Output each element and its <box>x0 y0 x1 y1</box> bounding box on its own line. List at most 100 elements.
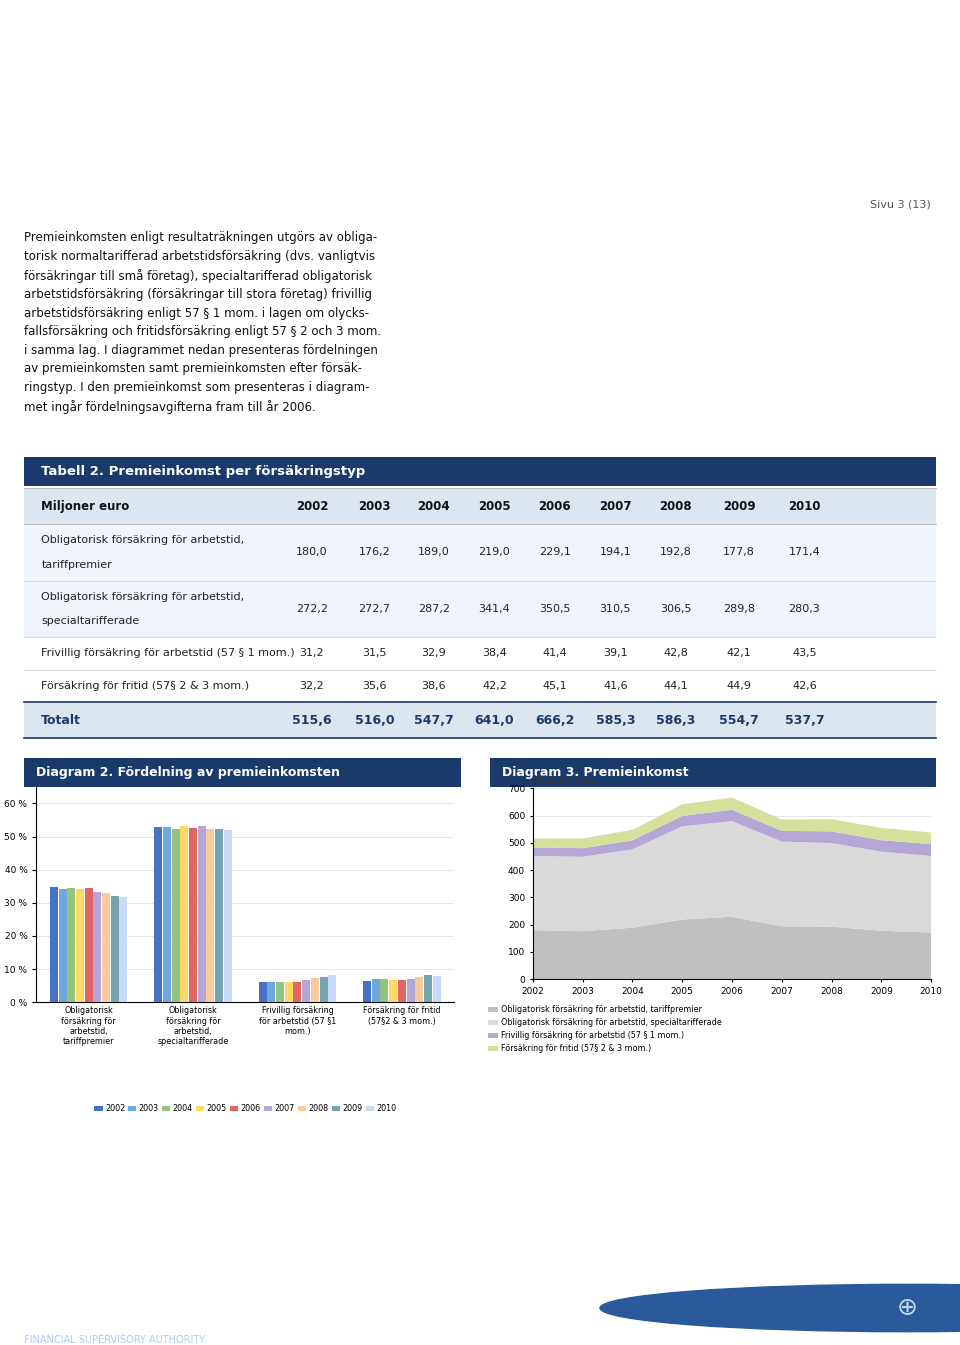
Bar <box>276 982 284 1002</box>
Text: 176,2: 176,2 <box>358 547 391 557</box>
FancyBboxPatch shape <box>24 638 936 670</box>
FancyBboxPatch shape <box>24 581 936 638</box>
Text: 666,2: 666,2 <box>535 714 575 726</box>
Text: 585,3: 585,3 <box>595 714 636 726</box>
Text: 35,6: 35,6 <box>362 681 387 691</box>
Text: Totalt: Totalt <box>41 714 82 726</box>
Text: Diagram 2. Fördelning av premieinkomsten: Diagram 2. Fördelning av premieinkomsten <box>36 765 341 779</box>
Text: 41,6: 41,6 <box>603 681 628 691</box>
Bar <box>328 975 336 1002</box>
Text: Sivu 3 (13): Sivu 3 (13) <box>871 199 931 210</box>
Text: 39,1: 39,1 <box>603 648 628 659</box>
Text: Miljoner euro: Miljoner euro <box>41 500 130 512</box>
Text: 32,9: 32,9 <box>421 648 446 659</box>
Bar <box>320 976 327 1002</box>
Text: 2005: 2005 <box>478 500 511 512</box>
Bar <box>163 827 171 1002</box>
Text: Miljoner euro: Miljoner euro <box>533 775 597 785</box>
Text: 42,6: 42,6 <box>792 681 817 691</box>
Bar <box>424 975 432 1002</box>
Text: 2003: 2003 <box>358 500 391 512</box>
Text: 2008: 2008 <box>660 500 692 512</box>
Bar <box>93 892 102 1002</box>
Bar <box>416 978 423 1002</box>
Bar <box>258 982 267 1002</box>
Text: 180,0: 180,0 <box>297 547 327 557</box>
Text: specialtarifferade: specialtarifferade <box>41 616 139 627</box>
Text: Premieinkomsten enligt resultaträkningen utgörs av obliga-
torisk normaltariffer: Premieinkomsten enligt resultaträkningen… <box>24 231 381 414</box>
FancyBboxPatch shape <box>24 525 936 581</box>
Bar <box>433 976 441 1002</box>
Text: 272,2: 272,2 <box>296 604 328 613</box>
FancyBboxPatch shape <box>24 488 936 525</box>
Text: 2002: 2002 <box>296 500 328 512</box>
Text: 32,2: 32,2 <box>300 681 324 691</box>
Text: Försäkring för fritid (57§ 2 & 3 mom.): Försäkring för fritid (57§ 2 & 3 mom.) <box>41 681 250 691</box>
Text: 547,7: 547,7 <box>414 714 454 726</box>
Bar <box>363 982 372 1002</box>
Text: tariffpremier: tariffpremier <box>41 560 112 570</box>
FancyBboxPatch shape <box>24 457 936 487</box>
Bar <box>198 826 205 1002</box>
Text: 586,3: 586,3 <box>656 714 696 726</box>
Bar <box>59 889 66 1002</box>
Text: olycksfallsförsäkring 2002–2010, statistik: olycksfallsförsäkring 2002–2010, statist… <box>24 93 593 117</box>
Text: 38,6: 38,6 <box>421 681 446 691</box>
Text: 280,3: 280,3 <box>788 604 821 613</box>
Bar <box>311 978 319 1002</box>
Text: 44,9: 44,9 <box>727 681 752 691</box>
Text: 45,1: 45,1 <box>542 681 567 691</box>
Text: 31,5: 31,5 <box>362 648 387 659</box>
Text: 17.11.2011: 17.11.2011 <box>24 161 110 176</box>
Text: 2007: 2007 <box>599 500 632 512</box>
Bar <box>215 829 223 1002</box>
Text: 42,2: 42,2 <box>482 681 507 691</box>
Bar <box>294 982 301 1002</box>
Bar <box>155 827 162 1002</box>
Bar <box>67 888 75 1002</box>
Text: 192,8: 192,8 <box>660 547 692 557</box>
Text: 219,0: 219,0 <box>478 547 511 557</box>
Bar <box>285 982 293 1002</box>
Text: 38,4: 38,4 <box>482 648 507 659</box>
Text: Obligatorisk försäkring för arbetstid,: Obligatorisk försäkring för arbetstid, <box>41 535 245 545</box>
Bar <box>268 982 276 1002</box>
Text: 44,1: 44,1 <box>663 681 688 691</box>
Text: 341,4: 341,4 <box>478 604 511 613</box>
FancyBboxPatch shape <box>24 702 936 738</box>
Bar <box>397 979 406 1002</box>
Text: 194,1: 194,1 <box>599 547 632 557</box>
Text: 516,0: 516,0 <box>354 714 395 726</box>
Bar <box>224 830 232 1002</box>
Bar <box>206 829 214 1002</box>
Text: 43,5: 43,5 <box>792 648 817 659</box>
Text: FINANSINSPEKTIONEN: FINANSINSPEKTIONEN <box>24 1313 180 1325</box>
Text: 177,8: 177,8 <box>723 547 756 557</box>
Text: 306,5: 306,5 <box>660 604 691 613</box>
Bar <box>372 979 380 1002</box>
Text: 171,4: 171,4 <box>788 547 821 557</box>
Text: 537,7: 537,7 <box>784 714 825 726</box>
Bar <box>189 829 197 1002</box>
Text: 2004: 2004 <box>418 500 450 512</box>
Text: 229,1: 229,1 <box>539 547 571 557</box>
Bar <box>102 893 110 1002</box>
FancyBboxPatch shape <box>24 757 461 787</box>
Bar <box>84 888 93 1002</box>
Bar <box>380 979 389 1002</box>
Bar <box>389 981 397 1002</box>
Text: 350,5: 350,5 <box>540 604 570 613</box>
Text: 310,5: 310,5 <box>600 604 631 613</box>
Text: 31,2: 31,2 <box>300 648 324 659</box>
Bar <box>110 896 119 1002</box>
Text: 272,7: 272,7 <box>358 604 391 613</box>
Circle shape <box>600 1284 960 1332</box>
Text: Frivillig försäkring för arbetstid (57 § 1 mom.): Frivillig försäkring för arbetstid (57 §… <box>41 648 295 659</box>
Text: FINANCIAL SUPERVISORY AUTHORITY: FINANCIAL SUPERVISORY AUTHORITY <box>24 1336 205 1345</box>
Bar <box>180 826 188 1002</box>
Text: 641,0: 641,0 <box>474 714 515 726</box>
Text: Obligatorisk försäkring för arbetstid,: Obligatorisk försäkring för arbetstid, <box>41 592 245 601</box>
Text: 289,8: 289,8 <box>723 604 756 613</box>
Text: Undersökning av lönsamheten inom lagstadgad: Undersökning av lönsamheten inom lagstad… <box>24 38 677 61</box>
FancyBboxPatch shape <box>490 757 936 787</box>
